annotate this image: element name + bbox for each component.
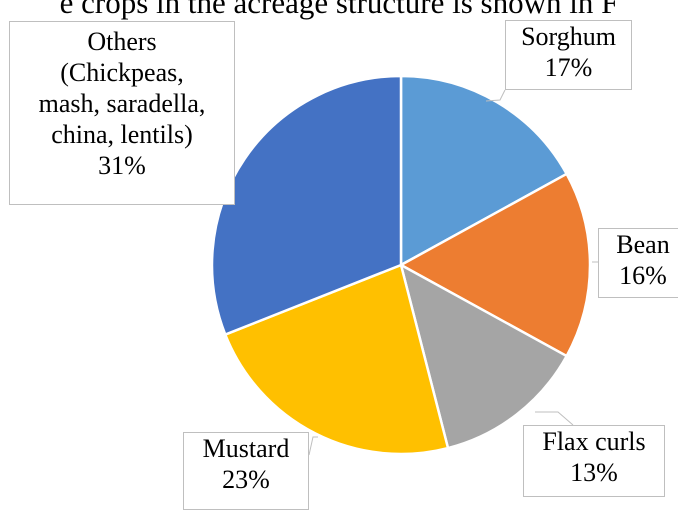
label-mustard-name: Mustard (202, 434, 290, 463)
leader-line (485, 89, 506, 102)
leader-line (308, 436, 318, 456)
label-others-line-2: (Chickpeas, (60, 58, 184, 87)
pie-slice-flax (399, 262, 569, 450)
data-label-bean: Bean 16% (598, 228, 678, 298)
label-flax-curls-pct: 13% (570, 458, 618, 487)
label-others-line-1: Others (87, 27, 157, 56)
data-label-mustard: Mustard 23% (183, 432, 309, 510)
pie-slice-bean (398, 172, 592, 358)
pie-slice-mustard (223, 263, 450, 456)
label-others-line-3: mash, saradella, (38, 89, 206, 118)
data-label-sorghum: Sorghum 17% (505, 20, 632, 90)
caption-text-cropped: e crops in the acreage structure is show… (59, 0, 619, 20)
data-label-flax-curls: Flax curls 13% (523, 425, 665, 497)
label-bean-pct: 16% (619, 261, 667, 290)
label-mustard-pct: 23% (222, 465, 270, 494)
label-others-pct: 31% (98, 151, 146, 180)
label-bean-name: Bean (616, 230, 670, 259)
pie-slice-sorghum (399, 74, 569, 268)
leader-line (535, 411, 574, 426)
label-sorghum-pct: 17% (544, 53, 593, 82)
data-label-others: Others (Chickpeas, mash, saradella, chin… (9, 21, 235, 205)
label-others-line-4: china, lentils) (51, 120, 193, 149)
pie-slice-others (210, 74, 403, 337)
label-sorghum-name: Sorghum (521, 22, 616, 51)
label-flax-curls-name: Flax curls (542, 427, 646, 456)
